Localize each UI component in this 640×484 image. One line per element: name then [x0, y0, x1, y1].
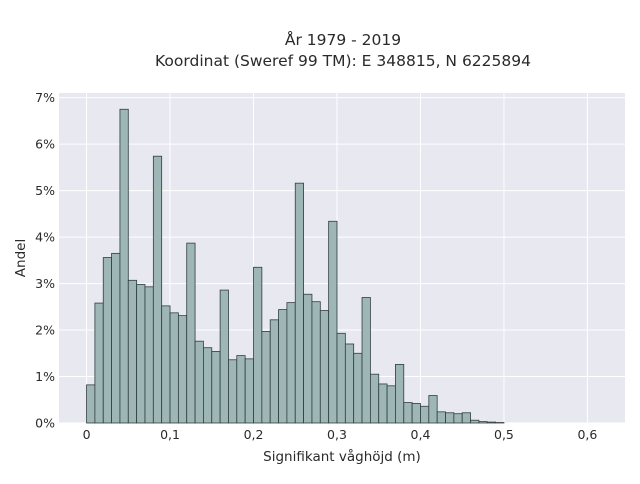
- histogram-bar: [262, 331, 270, 423]
- histogram-bar: [103, 258, 111, 423]
- x-tick-label: 0,4: [411, 427, 431, 442]
- chart-subtitle: Koordinat (Sweref 99 TM): E 348815, N 62…: [155, 52, 531, 70]
- x-tick-label: 0,3: [327, 427, 347, 442]
- histogram-bar: [454, 414, 462, 423]
- histogram-bar: [145, 287, 153, 423]
- histogram-bar: [187, 243, 195, 423]
- y-tick-label: 6%: [35, 137, 55, 152]
- histogram-bar: [395, 364, 403, 423]
- histogram-bar: [320, 311, 328, 423]
- histogram-bar: [362, 298, 370, 423]
- histogram-bar: [228, 360, 236, 423]
- histogram-bar: [212, 351, 220, 423]
- y-tick-label: 2%: [35, 323, 55, 338]
- histogram-bar: [279, 310, 287, 423]
- x-axis-label: Signifikant våghöjd (m): [263, 448, 421, 465]
- histogram-bar: [345, 344, 353, 423]
- x-tick-label: 0,5: [494, 427, 514, 442]
- histogram-bar: [479, 422, 487, 423]
- x-axis-ticks: 0 0,1 0,2 0,3 0,4 0,5 0,6: [83, 427, 598, 442]
- histogram-bar: [137, 284, 145, 423]
- histogram-bar: [412, 403, 420, 423]
- histogram-bar: [329, 221, 337, 423]
- histogram-bar: [203, 348, 211, 423]
- histogram-bar: [370, 374, 378, 423]
- y-tick-label: 4%: [35, 230, 55, 245]
- x-tick-label: 0,6: [577, 427, 597, 442]
- histogram-bar: [128, 280, 136, 423]
- histogram-bar: [95, 303, 103, 423]
- histogram-bar: [112, 253, 120, 423]
- histogram-bar: [379, 384, 387, 423]
- histogram-bar: [254, 267, 262, 423]
- histogram-bar: [420, 406, 428, 423]
- histogram-bar: [220, 290, 228, 423]
- histogram-bar: [446, 413, 454, 423]
- histogram-bar: [429, 396, 437, 423]
- histogram-bar: [237, 356, 245, 423]
- histogram-bar: [170, 313, 178, 423]
- histogram-bar: [245, 359, 253, 423]
- histogram-bar: [153, 156, 161, 423]
- y-tick-label: 5%: [35, 183, 55, 198]
- histogram-bar: [471, 420, 479, 423]
- histogram-bar: [162, 306, 170, 423]
- histogram-bar: [354, 353, 362, 423]
- histogram-bar: [312, 302, 320, 423]
- x-tick-label: 0: [83, 427, 91, 442]
- y-tick-label: 7%: [35, 90, 55, 105]
- y-tick-label: 1%: [35, 369, 55, 384]
- chart-title: År 1979 - 2019: [285, 30, 401, 49]
- histogram-bar: [87, 385, 95, 423]
- histogram-bar: [304, 294, 312, 423]
- histogram-bar: [270, 320, 278, 423]
- histogram-bar: [387, 386, 395, 423]
- histogram-bar: [195, 341, 203, 423]
- histogram-bar: [437, 412, 445, 423]
- y-tick-label: 3%: [35, 276, 55, 291]
- y-axis-ticks: 0% 1% 2% 3% 4% 5% 6% 7%: [35, 90, 55, 430]
- x-tick-label: 0,2: [244, 427, 264, 442]
- y-tick-label: 0%: [35, 416, 55, 431]
- histogram-bar: [295, 183, 303, 423]
- histogram-bar: [120, 109, 128, 423]
- histogram-bar: [337, 333, 345, 423]
- histogram-bar: [487, 422, 495, 423]
- y-axis-label: Andel: [13, 239, 29, 277]
- histogram-bar: [404, 403, 412, 423]
- x-tick-label: 0,1: [160, 427, 180, 442]
- histogram-bar: [462, 413, 470, 423]
- histogram-bar: [287, 303, 295, 423]
- histogram-bar: [178, 316, 186, 423]
